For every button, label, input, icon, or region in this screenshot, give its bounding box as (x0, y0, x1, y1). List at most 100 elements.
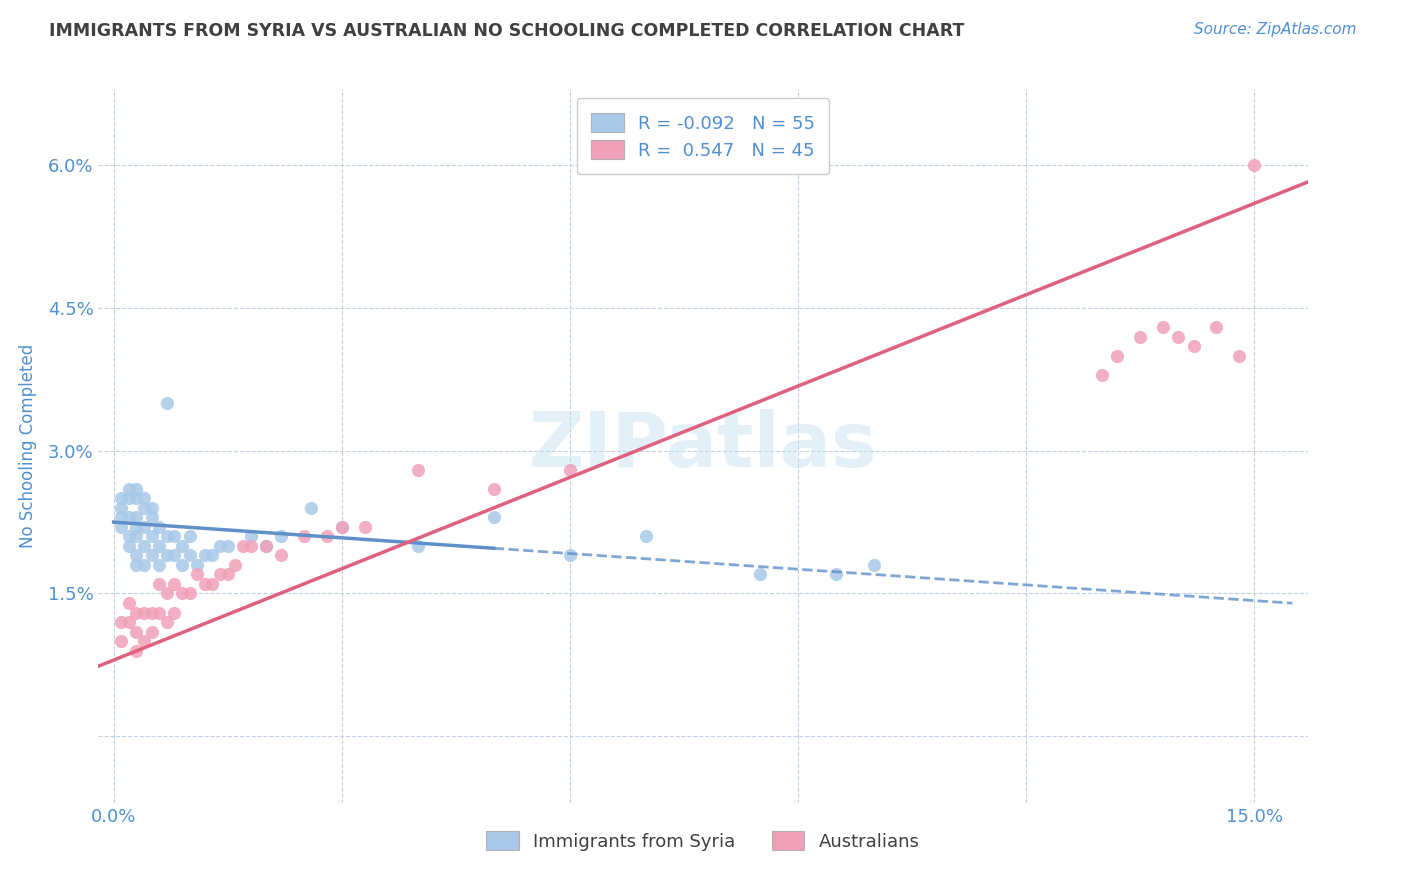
Point (1243, 158, 1265, 172)
Point (125, 520, 148, 534)
Point (224, 558, 246, 572)
Point (125, 549, 148, 563)
Point (156, 549, 179, 563)
Point (825, 567, 848, 582)
Text: Source: ZipAtlas.com: Source: ZipAtlas.com (1194, 22, 1357, 37)
Point (156, 529, 179, 543)
Text: ZIPatlas: ZIPatlas (529, 409, 877, 483)
Point (125, 510, 148, 524)
Point (270, 549, 292, 563)
Point (148, 520, 170, 534)
Point (353, 520, 375, 534)
Legend: Immigrants from Syria, Australians: Immigrants from Syria, Australians (472, 816, 934, 865)
Point (482, 482, 505, 496)
Point (148, 606, 170, 620)
Point (1152, 320, 1174, 334)
Point (270, 529, 292, 543)
Point (125, 643, 148, 657)
Point (239, 539, 262, 553)
Point (170, 539, 193, 553)
Point (217, 567, 239, 582)
Point (118, 491, 141, 506)
Point (1227, 349, 1250, 363)
Point (141, 624, 163, 639)
Point (170, 558, 193, 572)
Point (239, 529, 262, 543)
Point (141, 529, 163, 543)
Point (141, 606, 163, 620)
Point (186, 567, 208, 582)
Point (194, 577, 217, 591)
Point (163, 577, 186, 591)
Point (110, 634, 132, 648)
Point (558, 463, 581, 477)
Point (125, 491, 148, 506)
Point (132, 539, 155, 553)
Point (125, 529, 148, 543)
Point (163, 549, 186, 563)
Point (186, 558, 208, 572)
Point (118, 615, 141, 629)
Text: IMMIGRANTS FROM SYRIA VS AUSTRALIAN NO SCHOOLING COMPLETED CORRELATION CHART: IMMIGRANTS FROM SYRIA VS AUSTRALIAN NO S… (49, 22, 965, 40)
Point (148, 577, 170, 591)
Point (634, 529, 657, 543)
Point (406, 539, 429, 553)
Point (163, 606, 186, 620)
Point (125, 624, 148, 639)
Point (1091, 368, 1114, 382)
Point (156, 615, 179, 629)
Point (209, 567, 232, 582)
Point (330, 520, 353, 534)
Point (110, 520, 132, 534)
Point (118, 596, 141, 610)
Point (163, 529, 186, 543)
Point (217, 539, 239, 553)
Point (209, 539, 232, 553)
Point (201, 549, 224, 563)
Point (141, 549, 163, 563)
Point (132, 500, 155, 515)
Point (110, 500, 132, 515)
Point (110, 510, 132, 524)
Point (254, 539, 277, 553)
Point (1182, 339, 1205, 353)
Point (118, 482, 141, 496)
Y-axis label: No Schooling Completed: No Schooling Completed (18, 344, 37, 548)
Point (482, 510, 505, 524)
Point (315, 529, 337, 543)
Point (170, 586, 193, 600)
Point (201, 577, 224, 591)
Point (132, 558, 155, 572)
Point (292, 529, 315, 543)
Point (179, 586, 201, 600)
Point (232, 539, 254, 553)
Point (118, 510, 141, 524)
Point (132, 634, 155, 648)
Point (179, 549, 201, 563)
Point (863, 558, 886, 572)
Point (749, 567, 772, 582)
Point (125, 558, 148, 572)
Point (558, 549, 581, 563)
Point (148, 539, 170, 553)
Point (330, 520, 353, 534)
Point (1205, 320, 1227, 334)
Point (148, 558, 170, 572)
Point (299, 500, 322, 515)
Point (156, 396, 179, 410)
Point (125, 606, 148, 620)
Point (179, 529, 201, 543)
Point (1107, 349, 1129, 363)
Point (118, 529, 141, 543)
Point (132, 520, 155, 534)
Point (118, 539, 141, 553)
Point (141, 510, 163, 524)
Point (194, 549, 217, 563)
Point (141, 500, 163, 515)
Point (110, 615, 132, 629)
Point (254, 539, 277, 553)
Point (132, 606, 155, 620)
Point (156, 586, 179, 600)
Point (110, 491, 132, 506)
Point (1167, 329, 1189, 343)
